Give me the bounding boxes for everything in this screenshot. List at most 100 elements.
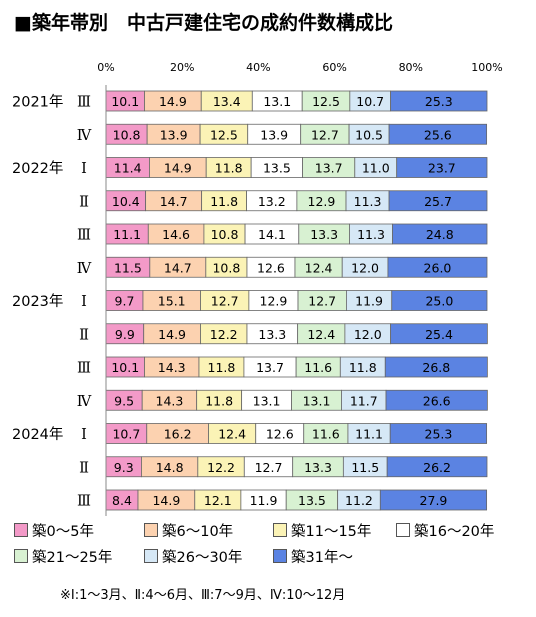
data-label: 14.3 bbox=[158, 360, 186, 375]
data-label: 11.5 bbox=[114, 260, 142, 275]
legend-item: 築21～25年 bbox=[14, 546, 112, 566]
x-tick-label: 0% bbox=[97, 61, 114, 74]
data-label: 11.8 bbox=[205, 393, 233, 408]
data-label: 12.4 bbox=[307, 327, 335, 342]
data-label: 11.5 bbox=[351, 460, 379, 475]
data-label: 11.9 bbox=[355, 294, 383, 309]
data-label: 25.0 bbox=[425, 294, 453, 309]
data-label: 12.2 bbox=[210, 327, 238, 342]
quarter-note: ※Ⅰ:1～3月、Ⅱ:4～6月、Ⅲ:7～9月、Ⅳ:10～12月 bbox=[60, 588, 346, 603]
data-label: 12.0 bbox=[351, 260, 379, 275]
legend-item: 築31年～ bbox=[273, 546, 353, 566]
data-label: 25.3 bbox=[425, 94, 453, 109]
data-label: 14.9 bbox=[152, 493, 180, 508]
quarter-label: Ⅲ bbox=[77, 95, 91, 111]
data-label: 14.9 bbox=[164, 161, 192, 176]
data-label: 11.8 bbox=[349, 360, 377, 375]
quarter-label: Ⅱ bbox=[79, 327, 89, 343]
data-label: 12.6 bbox=[266, 427, 294, 442]
data-label: 10.4 bbox=[112, 194, 140, 209]
data-label: 10.1 bbox=[111, 360, 139, 375]
x-tick-label: 60% bbox=[322, 61, 346, 74]
bar-segment bbox=[390, 323, 488, 345]
bar-segment bbox=[392, 223, 488, 245]
data-label: 13.4 bbox=[213, 94, 241, 109]
data-label: 12.7 bbox=[211, 294, 239, 309]
data-label: 26.2 bbox=[423, 460, 451, 475]
data-label: 13.9 bbox=[160, 127, 188, 142]
quarter-label: Ⅲ bbox=[77, 361, 91, 377]
bar-segment bbox=[391, 290, 488, 311]
data-label: 12.4 bbox=[218, 427, 246, 442]
data-label: 10.8 bbox=[211, 227, 239, 242]
data-label: 13.3 bbox=[258, 327, 286, 342]
x-tick-label: 100% bbox=[471, 61, 502, 74]
quarter-label: Ⅳ bbox=[77, 261, 92, 277]
legend-swatch bbox=[14, 523, 28, 537]
bar-segment bbox=[396, 157, 488, 178]
data-label: 9.9 bbox=[115, 327, 135, 342]
data-label: 8.4 bbox=[112, 493, 132, 508]
legend-item: 築0～5年 bbox=[14, 520, 94, 540]
data-label: 15.1 bbox=[158, 294, 186, 309]
legend-label: 築21～25年 bbox=[32, 549, 113, 566]
data-label: 16.2 bbox=[164, 427, 192, 442]
legend-label: 築26～30年 bbox=[162, 549, 243, 566]
legend-item: 築16～20年 bbox=[396, 520, 494, 540]
data-label: 10.1 bbox=[111, 94, 139, 109]
legend-label: 築16～20年 bbox=[414, 523, 495, 540]
x-tick-label: 20% bbox=[170, 61, 194, 74]
data-label: 9.5 bbox=[114, 393, 134, 408]
data-label: 14.6 bbox=[162, 227, 190, 242]
legend-swatch bbox=[14, 549, 28, 563]
year-label: 2022年 bbox=[12, 160, 63, 177]
data-label: 11.3 bbox=[354, 194, 382, 209]
data-label: 11.0 bbox=[362, 161, 390, 176]
legend-swatch bbox=[273, 523, 287, 537]
data-label: 11.1 bbox=[113, 227, 141, 242]
legend-item: 築26～30年 bbox=[144, 546, 242, 566]
data-label: 12.7 bbox=[308, 294, 336, 309]
data-label: 12.6 bbox=[257, 260, 285, 275]
data-label: 12.4 bbox=[305, 260, 333, 275]
legend-label: 築31年～ bbox=[291, 549, 353, 566]
data-label: 25.6 bbox=[424, 127, 452, 142]
year-label: 2023年 bbox=[12, 293, 63, 310]
legend-swatch bbox=[273, 549, 287, 563]
quarter-label: Ⅰ bbox=[81, 161, 87, 177]
data-label: 11.4 bbox=[114, 161, 142, 176]
data-label: 12.9 bbox=[260, 294, 288, 309]
quarter-label: Ⅱ bbox=[79, 194, 89, 210]
data-label: 25.7 bbox=[424, 194, 452, 209]
data-label: 12.1 bbox=[204, 493, 232, 508]
data-label: 14.1 bbox=[258, 227, 286, 242]
data-label: 14.8 bbox=[156, 460, 184, 475]
data-label: 11.2 bbox=[345, 493, 373, 508]
data-label: 11.7 bbox=[350, 393, 378, 408]
data-label: 12.5 bbox=[312, 94, 340, 109]
quarter-label: Ⅱ bbox=[79, 460, 89, 476]
bar-segment bbox=[388, 190, 488, 212]
data-label: 11.3 bbox=[357, 227, 385, 242]
data-label: 11.8 bbox=[215, 161, 243, 176]
data-label: 14.9 bbox=[159, 94, 187, 109]
data-label: 23.7 bbox=[428, 161, 456, 176]
legend-item: 築11～15年 bbox=[273, 520, 371, 540]
data-label: 13.3 bbox=[310, 227, 338, 242]
data-label: 10.7 bbox=[112, 427, 140, 442]
x-tick-label: 40% bbox=[246, 61, 270, 74]
data-label: 9.3 bbox=[114, 460, 134, 475]
data-label: 12.7 bbox=[311, 127, 339, 142]
data-label: 26.8 bbox=[422, 360, 450, 375]
data-label: 14.7 bbox=[160, 194, 188, 209]
legend-swatch bbox=[144, 523, 158, 537]
bar-segment bbox=[390, 90, 488, 112]
bar-segment bbox=[386, 456, 488, 478]
quarter-label: Ⅰ bbox=[81, 427, 87, 443]
data-label: 10.8 bbox=[113, 127, 141, 142]
data-label: 12.9 bbox=[308, 194, 336, 209]
year-label: 2024年 bbox=[12, 426, 63, 443]
data-label: 12.0 bbox=[354, 327, 382, 342]
data-label: 12.5 bbox=[210, 127, 238, 142]
